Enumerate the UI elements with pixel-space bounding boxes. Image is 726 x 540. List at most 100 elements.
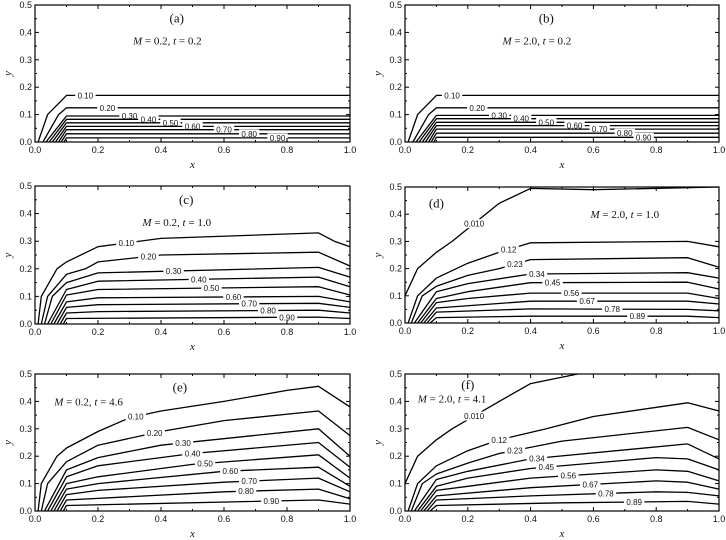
contour-label-bg xyxy=(97,103,118,113)
contour-line xyxy=(47,441,351,512)
panel-params: M = 2.0, t = 4.1 xyxy=(417,394,487,406)
contour-label: 0.70 xyxy=(241,300,257,309)
panel-params: M = 0.2, t = 4.6 xyxy=(53,396,123,408)
x-tick-label: 0.4 xyxy=(155,327,168,337)
contour-label: 0.10 xyxy=(128,412,144,421)
contour-label-bg xyxy=(602,304,623,314)
contour-line xyxy=(426,491,720,512)
contour-line xyxy=(50,286,351,325)
contour-label-bg xyxy=(536,462,557,472)
contour-label-bg xyxy=(504,445,526,455)
contour-label: 0.10 xyxy=(78,91,94,100)
contour-line xyxy=(424,124,719,143)
panel-params: M = 0.2, t = 0.2 xyxy=(132,36,202,48)
x-tick-label: 0.0 xyxy=(399,326,412,336)
contour-label: 0.56 xyxy=(560,472,576,481)
contour-line xyxy=(415,114,719,143)
contour-label: 0.70 xyxy=(241,477,257,486)
contour-label: 0.80 xyxy=(241,130,257,139)
y-tick-label: 0.2 xyxy=(19,82,32,92)
y-tick-label: 0.3 xyxy=(389,424,402,434)
x-tick-label: 1.0 xyxy=(713,326,726,336)
contour-label-bg xyxy=(182,448,203,458)
y-axis-label: y xyxy=(372,71,384,77)
x-tick-label: 0.6 xyxy=(218,327,231,337)
contour-line xyxy=(56,302,351,325)
contour-line xyxy=(426,308,720,324)
contour-label: 0.90 xyxy=(263,497,279,506)
contour-label: 0.10 xyxy=(444,91,460,100)
contour-label-bg xyxy=(213,125,235,135)
contour-label: 0.89 xyxy=(626,498,642,507)
contour-line xyxy=(42,107,350,143)
x-tick-label: 0.0 xyxy=(399,514,412,524)
x-tick-label: 0.6 xyxy=(587,514,600,524)
x-tick-label: 0.8 xyxy=(650,326,663,336)
y-tick-label: 0.2 xyxy=(19,451,32,461)
contour-label: 0.50 xyxy=(204,284,220,293)
contour-line xyxy=(48,118,350,143)
contour-label-bg xyxy=(526,269,548,279)
contour-line xyxy=(421,121,719,143)
x-tick-label: 1.0 xyxy=(344,514,357,524)
y-tick-label: 0.2 xyxy=(389,264,402,274)
contour-label: 0.12 xyxy=(501,245,517,254)
panel-params: M = 0.2, t = 1.0 xyxy=(141,217,211,229)
contour-label: 0.23 xyxy=(507,446,523,455)
y-tick-label: 0.0 xyxy=(19,137,32,147)
contour-line xyxy=(59,488,351,512)
panel-params: M = 2.0, t = 0.2 xyxy=(502,36,572,48)
contour-line xyxy=(63,137,350,143)
contour-label: 0.56 xyxy=(564,289,580,298)
y-tick-label: 0.3 xyxy=(19,236,32,246)
y-tick-label: 0.0 xyxy=(19,319,32,329)
x-tick-label: 0.2 xyxy=(92,145,105,155)
contour-label: 0.30 xyxy=(166,267,182,276)
y-tick-label: 0.5 xyxy=(389,369,402,379)
y-tick-label: 0.4 xyxy=(19,27,32,37)
contour-label-bg xyxy=(138,251,159,261)
contour-label: 0.60 xyxy=(567,122,583,131)
contour-label-bg xyxy=(188,274,209,284)
panel-f: 0.010 0.120.23 0.340.45 0.56 0.670.78 0.89 0.0… xyxy=(372,369,725,540)
contour-label: 0.50 xyxy=(197,459,213,468)
contour-label-bg xyxy=(510,114,532,124)
x-tick-label: 0.6 xyxy=(218,514,231,524)
y-axis-label: y xyxy=(372,252,384,258)
panel-c: 0.100.200.300.400.500.600.700.800.900.0 0… xyxy=(2,181,356,353)
contour-line xyxy=(413,443,720,512)
y-axis-label: y xyxy=(2,440,14,446)
contour-line xyxy=(417,456,720,512)
contour-label: 0.67 xyxy=(579,297,595,306)
plot-frame xyxy=(404,4,720,143)
y-tick-label: 0.5 xyxy=(19,181,32,191)
x-tick-label: 1.0 xyxy=(344,145,357,155)
contour-label: 0.60 xyxy=(223,467,239,476)
contour-line xyxy=(433,136,719,143)
contour-line xyxy=(37,94,350,143)
contour-label: 0.40 xyxy=(185,449,201,458)
contour-label-bg xyxy=(261,496,282,506)
panel-d: 0.010 0.12 0.23 0.340.450.560.67 0.78 0.89 0.0… xyxy=(372,182,725,352)
contour-label: 0.40 xyxy=(191,275,207,284)
y-tick-label: 0.1 xyxy=(19,479,32,489)
x-tick-label: 1.0 xyxy=(344,327,357,337)
x-tick-label: 0.6 xyxy=(587,145,600,155)
x-axis-label: x xyxy=(189,159,195,171)
contour-line xyxy=(62,316,351,325)
y-tick-label: 0.0 xyxy=(389,506,402,516)
y-tick-label: 0.3 xyxy=(389,55,402,65)
contour-line xyxy=(40,410,351,512)
contour-label: 0.010 xyxy=(464,220,485,229)
contour-label-bg xyxy=(461,411,487,421)
contour-line xyxy=(43,266,351,325)
contour-label-bg xyxy=(627,311,648,321)
contour-label: 0.010 xyxy=(464,412,485,421)
contour-label-bg xyxy=(614,128,635,138)
contour-line xyxy=(404,373,578,484)
contour-line xyxy=(54,125,350,143)
panel-letter: (b) xyxy=(539,11,554,26)
panel-letter: (c) xyxy=(179,192,193,207)
y-axis-label: y xyxy=(372,440,384,446)
contour-label-bg xyxy=(576,296,598,306)
